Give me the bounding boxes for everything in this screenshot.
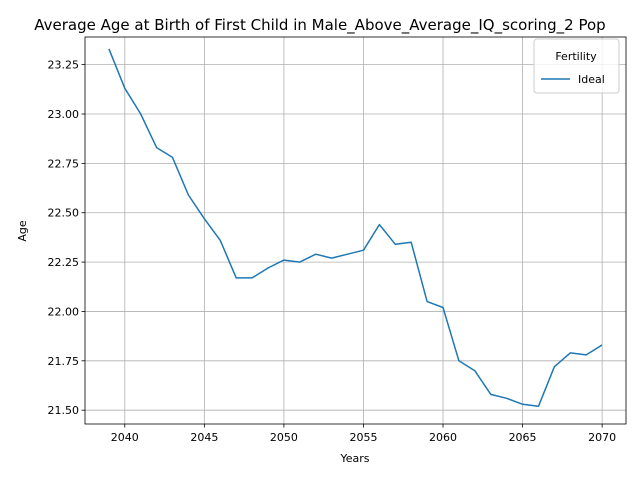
x-tick-label: 2055 bbox=[349, 431, 377, 444]
y-tick-label: 21.75 bbox=[48, 355, 80, 368]
chart-title: Average Age at Birth of First Child in M… bbox=[34, 16, 605, 35]
x-tick-label: 2065 bbox=[509, 431, 537, 444]
y-tick-label: 23.25 bbox=[48, 59, 80, 72]
y-tick-label: 23.00 bbox=[48, 108, 80, 121]
x-axis-label: Years bbox=[339, 452, 369, 465]
x-tick-label: 2060 bbox=[429, 431, 457, 444]
plot-frame bbox=[84, 36, 627, 425]
x-tick-label: 2045 bbox=[190, 431, 218, 444]
x-tick-label: 2050 bbox=[270, 431, 298, 444]
axis-ticks: 2040 2045 2050 2055 2060 2065 2070 21.50 21.75 22… bbox=[48, 59, 617, 444]
y-tick-label: 22.50 bbox=[48, 207, 80, 220]
y-tick-label: 22.25 bbox=[48, 256, 80, 269]
legend-box bbox=[533, 38, 620, 94]
legend-title: Fertility bbox=[555, 50, 597, 63]
grid bbox=[85, 37, 626, 424]
y-tick-label: 21.50 bbox=[48, 404, 80, 417]
x-tick-label: 2070 bbox=[588, 431, 616, 444]
y-axis-label: Age bbox=[16, 220, 29, 242]
x-tick-label: 2040 bbox=[111, 431, 139, 444]
y-tick-label: 22.75 bbox=[48, 157, 80, 170]
series-group bbox=[108, 48, 603, 407]
series-line-ideal bbox=[108, 48, 603, 407]
legend: Fertility Ideal bbox=[533, 38, 620, 94]
y-tick-label: 22.00 bbox=[48, 305, 80, 318]
legend-label-ideal: Ideal bbox=[578, 73, 605, 86]
